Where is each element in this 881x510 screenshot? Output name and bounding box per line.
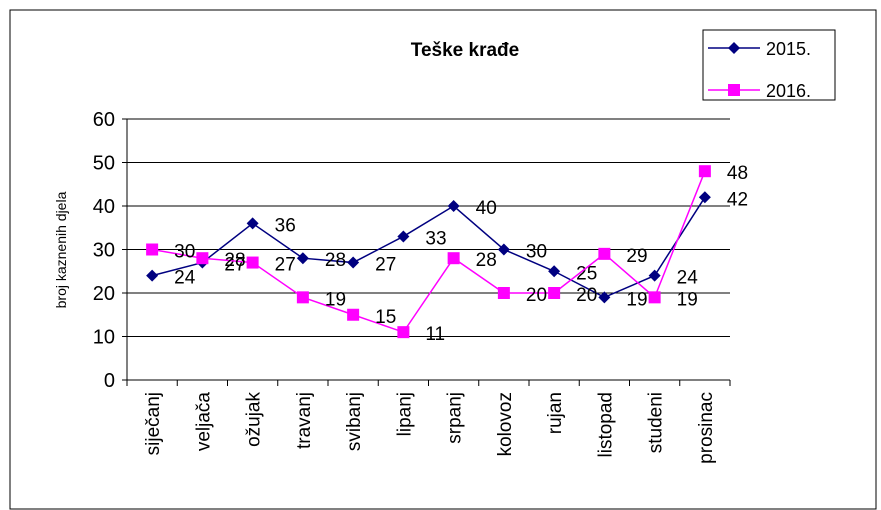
- point: [447, 252, 460, 265]
- y-tick-label: 60: [93, 109, 115, 131]
- data-label: 24: [174, 268, 196, 289]
- data-label: 27: [375, 255, 396, 276]
- data-label: 30: [174, 242, 195, 263]
- data-label: 28: [224, 250, 245, 271]
- point: [548, 287, 561, 299]
- point: [146, 269, 159, 282]
- data-label: 27: [275, 255, 296, 276]
- x-tick-label: svibanj: [344, 392, 365, 451]
- point: [598, 247, 611, 260]
- data-label: 19: [626, 289, 647, 310]
- data-label: 30: [526, 242, 547, 263]
- data-label: 27: [224, 255, 245, 276]
- point: [497, 243, 510, 256]
- x-tick-label: srpanj: [445, 392, 466, 444]
- data-label: 33: [425, 228, 446, 249]
- y-axis-title: broj kaznenih djela: [53, 191, 69, 308]
- data-label: 20: [526, 285, 547, 306]
- point: [698, 191, 711, 204]
- data-label: 11: [425, 324, 445, 345]
- point: [397, 230, 410, 243]
- y-tick-label: 20: [93, 283, 115, 305]
- data-label: 15: [375, 307, 396, 328]
- point: [397, 326, 410, 339]
- x-tick-label: kolovoz: [495, 392, 516, 456]
- point: [648, 269, 661, 282]
- series-line: [151, 196, 706, 299]
- x-tick-label: veljača: [193, 392, 214, 452]
- x-tick-label: studeni: [646, 392, 667, 453]
- point: [347, 308, 360, 321]
- y-tick-label: 30: [93, 240, 115, 262]
- x-tick-label: ožujak: [244, 392, 265, 447]
- data-label: 25: [576, 263, 597, 284]
- x-tick-label: lipanj: [394, 392, 415, 436]
- data-label: 20: [576, 285, 597, 306]
- point: [347, 256, 360, 269]
- chart-title: Teške krađe: [411, 40, 519, 61]
- legend: [702, 29, 836, 101]
- point: [698, 165, 711, 178]
- point: [146, 243, 159, 256]
- y-tick-label: 50: [93, 153, 115, 175]
- x-tick-label: travanj: [294, 392, 315, 449]
- point: [728, 84, 740, 96]
- point: [598, 291, 611, 304]
- legend-label: 2016.: [766, 81, 811, 101]
- data-label: 28: [476, 250, 497, 271]
- data-label: 19: [325, 289, 346, 310]
- point: [246, 217, 259, 230]
- data-label: 36: [275, 215, 296, 236]
- data-label: 28: [325, 250, 346, 271]
- point: [246, 256, 259, 269]
- point: [296, 291, 309, 304]
- data-label: 48: [727, 163, 748, 184]
- data-label: 24: [677, 268, 699, 289]
- y-tick-label: 10: [93, 327, 115, 349]
- data-label: 29: [626, 246, 647, 267]
- data-label: 19: [677, 289, 698, 310]
- point: [447, 200, 460, 212]
- point: [648, 291, 661, 304]
- point: [548, 265, 561, 278]
- point: [497, 287, 510, 299]
- x-tick-label: listopad: [595, 392, 616, 458]
- y-tick-label: 40: [93, 196, 115, 218]
- data-label: 42: [727, 189, 748, 210]
- point: [728, 42, 740, 54]
- series-line: [151, 170, 706, 334]
- x-tick-label: rujan: [545, 392, 566, 434]
- data-label: 40: [476, 198, 497, 219]
- x-tick-label: prosinac: [696, 392, 717, 464]
- y-tick-label: 0: [104, 370, 115, 392]
- legend-label: 2015.: [766, 39, 811, 59]
- point: [296, 252, 309, 265]
- point: [196, 252, 209, 265]
- x-tick-label: siječanj: [143, 392, 164, 455]
